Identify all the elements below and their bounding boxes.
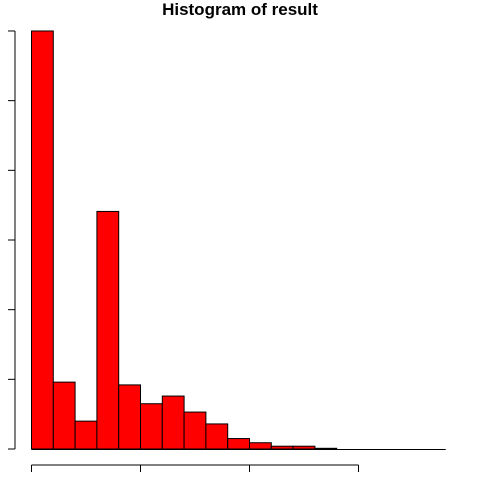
histogram-bar-6 — [161, 395, 185, 450]
histogram-bar-8 — [205, 423, 229, 450]
histogram-bar-12 — [292, 445, 316, 450]
histogram-bar-11 — [270, 445, 294, 450]
histogram-bar-7 — [183, 411, 207, 450]
chart-title: Histogram of result — [162, 0, 318, 19]
histogram-bar-4 — [118, 384, 141, 450]
x-axis — [31, 464, 359, 472]
histogram-bar-10 — [249, 442, 272, 450]
histogram-bar-13 — [314, 447, 338, 450]
y-axis — [8, 30, 16, 450]
histogram-bar-2 — [74, 420, 98, 450]
histogram-bar-5 — [140, 403, 163, 450]
histogram-bar-3 — [96, 210, 120, 450]
histogram-bar-9 — [227, 438, 250, 450]
histogram-bar-0 — [31, 30, 54, 450]
histogram-bar-1 — [52, 381, 76, 450]
histogram-bars — [31, 30, 446, 450]
